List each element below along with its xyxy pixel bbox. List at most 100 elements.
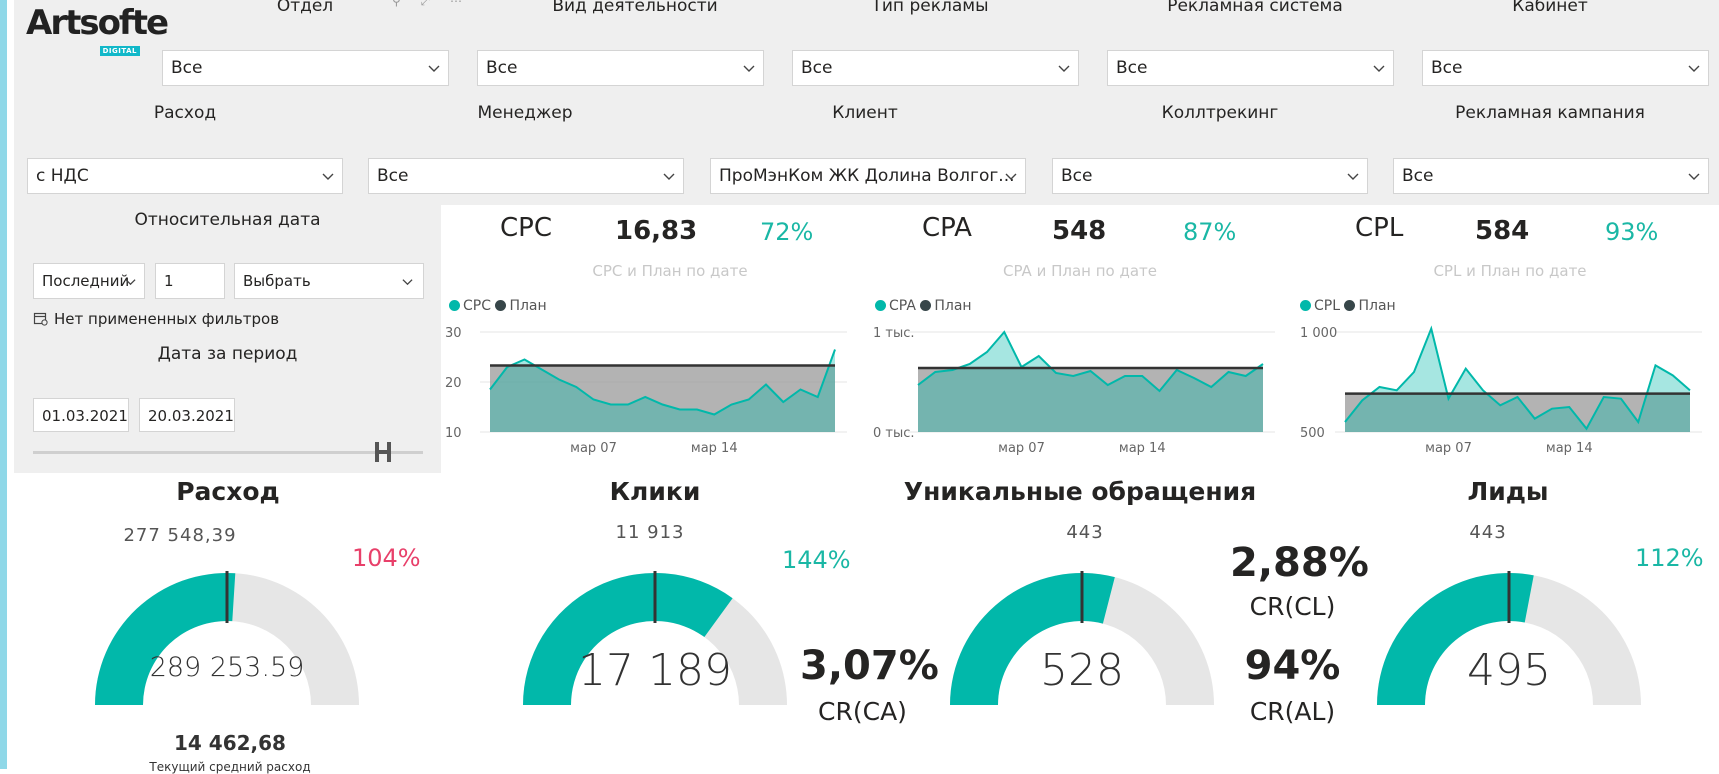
chevron-down-icon [402, 279, 413, 286]
cpc-legend: CPC План [449, 298, 547, 314]
chevron-down-icon [428, 65, 440, 72]
cpa-legend: CPA План [875, 298, 972, 314]
filter-dropdown-spend[interactable]: с НДС [27, 158, 343, 194]
filter-dropdown-activity[interactable]: Все [477, 50, 764, 86]
gauge-fill [95, 573, 236, 705]
gauge-unique [950, 571, 1214, 705]
plan-area [490, 365, 835, 432]
dropdown-value: Все [1431, 58, 1463, 78]
kpi-cpa-chart-title: CPA и План по дате [1002, 262, 1158, 280]
plan-area [1345, 393, 1690, 432]
relative-date-count-input[interactable]: 1 [155, 263, 225, 299]
gauge-spend-target: 277 548,39 [123, 525, 237, 546]
date-slider-track[interactable] [33, 451, 423, 454]
y-tick-label: 30 [445, 326, 462, 341]
dropdown-value: Все [1116, 58, 1148, 78]
filter-dropdown-client[interactable]: ПроМэнКом ЖК Долина Волгог... [710, 158, 1026, 194]
chevron-down-icon [1058, 65, 1070, 72]
filter-label-campaign: Рекламная кампания [1455, 103, 1645, 123]
kpi-cpc-value: 16,83 [615, 216, 698, 246]
cr-ca-label: CR(CA) [818, 697, 907, 726]
gauge-clicks-pct: 144% [782, 546, 851, 574]
filter-label-client: Клиент [832, 103, 898, 123]
y-tick-label: 500 [1300, 426, 1325, 441]
gauge-leads-target: 443 [1469, 522, 1507, 543]
cr-al-value: 94% [1244, 643, 1341, 689]
dropdown-value: Все [801, 58, 833, 78]
legend-label: План [934, 298, 972, 314]
legend-dot [1344, 300, 1356, 311]
gauge-unique-title: Уникальные обращения [903, 477, 1257, 506]
gauge-spend-pct: 104% [352, 544, 421, 572]
gauge-leads-title: Лиды [1467, 477, 1549, 506]
kpi-cpl-chart-title: CPL и План по дате [1433, 262, 1587, 280]
cr-ca-value: 3,07% [800, 643, 939, 689]
dropdown-value: Все [377, 166, 409, 186]
relative-date-mode-select[interactable]: Последний [33, 263, 145, 299]
cpl-area-chart: 500 1 000 мар 07 мар 14 [1300, 325, 1702, 456]
kpi-cpc-name: CPC [500, 213, 552, 243]
kpi-cpl-pct: 93% [1605, 218, 1659, 246]
gauge-fill [1377, 573, 1534, 705]
chevron-down-icon [1688, 65, 1700, 72]
gauge-spend-title: Расход [176, 477, 280, 506]
actual-line [917, 330, 1264, 393]
x-tick-label: мар 14 [1546, 441, 1593, 456]
legend-label: План [1358, 298, 1396, 314]
gauge-clicks-title: Клики [609, 477, 701, 506]
date-slider-handle[interactable] [372, 441, 394, 463]
filter-dropdown-ad-type[interactable]: Все [792, 50, 1079, 86]
actual-line [489, 349, 836, 416]
kpi-cpa-name: CPA [922, 213, 972, 243]
filter-label-ad-type: Тип рекламы [871, 0, 989, 16]
filter-dropdown-calltracking[interactable]: Все [1052, 158, 1368, 194]
filter-dropdown-campaign[interactable]: Все [1393, 158, 1709, 194]
chevron-down-icon [322, 173, 334, 180]
x-tick-label: мар 07 [570, 441, 617, 456]
legend-dot [920, 300, 932, 311]
actual-area [918, 332, 1263, 432]
gauge-unique-value: 528 [1040, 645, 1124, 696]
gauge-fill [950, 573, 1115, 705]
actual-area [490, 349, 835, 432]
no-filters-text: Нет примененных фильтров [54, 310, 280, 328]
filter-label-otdel: Отдел [276, 0, 334, 16]
chevron-down-icon [125, 279, 136, 286]
legend-label: План [509, 298, 547, 314]
period-title: Дата за период [157, 344, 298, 364]
cpl-legend: CPL План [1300, 298, 1396, 314]
slider-handle-icon [375, 442, 391, 462]
cr-cl-label: CR(CL) [1249, 592, 1336, 621]
kpi-cpl-value: 584 [1475, 216, 1530, 246]
actual-area [1345, 328, 1690, 432]
legend-label: CPA [889, 298, 916, 314]
kpi-cpa-pct: 87% [1183, 218, 1237, 246]
visual-header-icons[interactable]: ⚲ ⤢ ⋯ [392, 0, 471, 8]
dropdown-value: Все [171, 58, 203, 78]
dropdown-value: ПроМэнКом ЖК Долина Волгог... [719, 166, 1015, 186]
kpi-cpa-value: 548 [1052, 216, 1107, 246]
cr-cl-value: 2,88% [1230, 540, 1369, 586]
chevron-down-icon [743, 65, 755, 72]
y-tick-label: 1 тыс. [873, 326, 915, 341]
date-from-input[interactable]: 01.03.2021 [33, 398, 129, 432]
cr-al-label: CR(AL) [1249, 697, 1336, 726]
mode-value: Последний [42, 272, 130, 290]
dropdown-value: Все [1061, 166, 1093, 186]
y-tick-label: 10 [445, 426, 462, 441]
relative-date-unit-select[interactable]: Выбрать [234, 263, 424, 299]
filter-dropdown-ad-system[interactable]: Все [1107, 50, 1394, 86]
unit-value: Выбрать [243, 272, 311, 290]
dropdown-value: с НДС [36, 166, 89, 186]
x-tick-label: мар 14 [691, 441, 738, 456]
cpc-area-chart: 10 20 30 мар 07 мар 14 [445, 326, 847, 456]
filter-dropdown-manager[interactable]: Все [368, 158, 684, 194]
date-to-input[interactable]: 20.03.2021 [139, 398, 235, 432]
filter-dropdown-otdel[interactable]: Все [162, 50, 449, 86]
calendar-filter-icon [33, 312, 48, 326]
filter-dropdown-cabinet[interactable]: Все [1422, 50, 1709, 86]
filter-label-cabinet: Кабинет [1512, 0, 1588, 16]
x-tick-label: мар 14 [1119, 441, 1166, 456]
actual-line [1344, 325, 1691, 431]
kpi-cpc-chart-title: CPC и План по дате [592, 262, 748, 280]
